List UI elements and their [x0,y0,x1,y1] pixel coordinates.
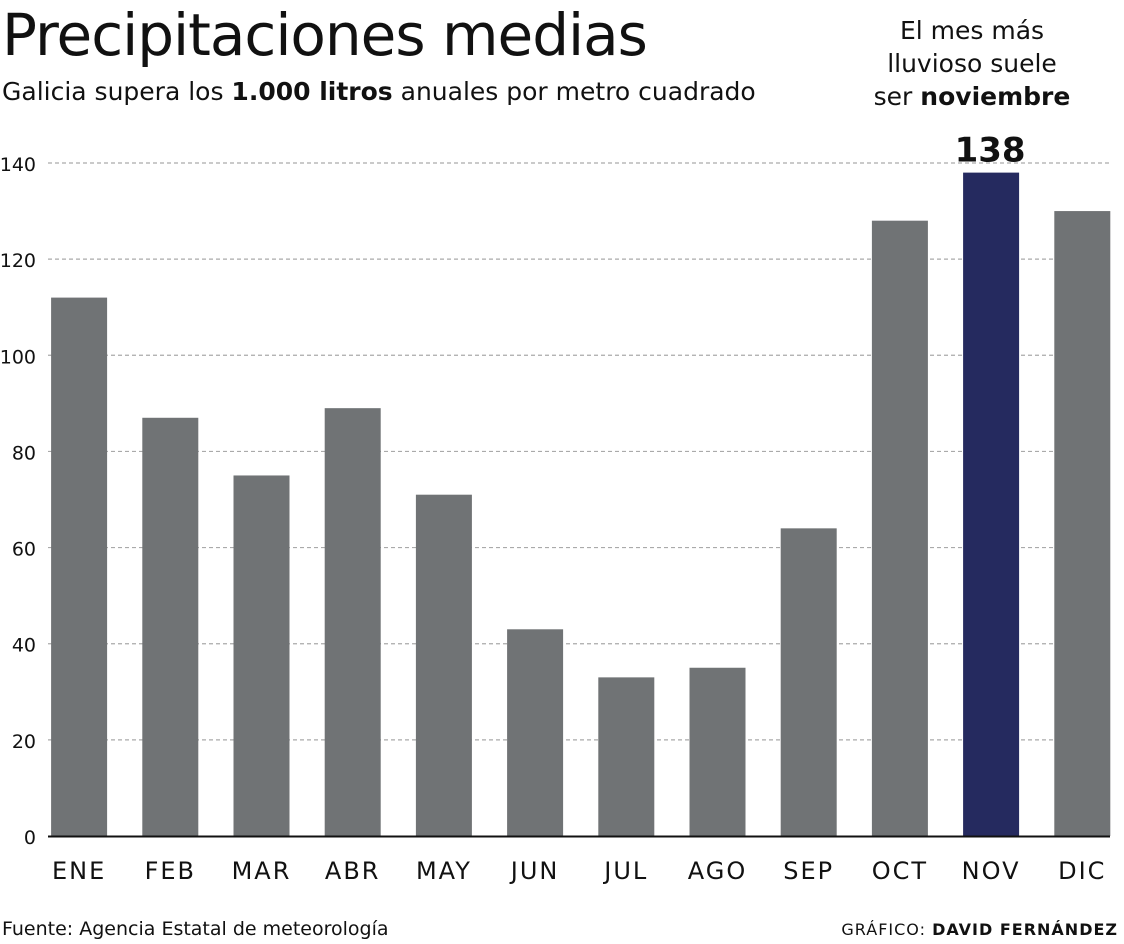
bar-feb [142,417,199,836]
y-tick-label: 0 [24,827,36,849]
source-note: Fuente: Agencia Estatal de meteorología [2,918,389,940]
subtitle-before: Galicia supera los [2,77,232,106]
y-tick-label: 40 [12,635,36,657]
x-axis-labels: ENE FEB MAR ABR MAY JUN JUL AGO SEP OCT NOV DIC [52,857,1106,885]
y-tick-label: 140 [0,154,36,176]
grid-lines [48,162,1110,741]
bar-ago [689,667,746,836]
bar-dic [1054,211,1111,837]
annotation-line-3-bold: noviembre [920,82,1071,111]
x-tick-label: MAY [416,857,472,885]
highlight-value-label: 138 [955,131,1026,171]
x-tick-label: AGO [688,857,747,885]
x-tick-label: DIC [1058,857,1106,885]
subtitle-bold: 1.000 litros [231,77,393,106]
bar-jun [507,629,564,836]
credit-note: GRÁFICO: DAVID FERNÁNDEZ [841,919,1118,941]
annotation-line-3-prefix: ser [873,82,921,111]
x-tick-label: JUL [602,857,648,885]
bars [51,172,1111,837]
bar-sep [780,528,837,836]
bar-mar [233,475,290,836]
chart-title: Precipitaciones medias [2,1,648,69]
credit-prefix: GRÁFICO: [841,920,933,939]
data-labels: 138 [955,131,1026,171]
credit-name: DAVID FERNÁNDEZ [932,920,1118,939]
subtitle-after: anuales por metro cuadrado [392,77,756,106]
y-tick-label: 60 [12,539,36,561]
y-tick-label: 20 [12,731,36,753]
y-tick-label: 80 [12,442,36,464]
x-tick-label: NOV [962,857,1021,885]
x-tick-label: ABR [325,857,381,885]
x-tick-label: FEB [145,857,196,885]
bar-abr [324,408,381,836]
x-tick-label: SEP [783,857,834,885]
y-tick-label: 120 [0,250,36,272]
highlight-annotation: El mes más lluvioso suele ser noviembre [862,14,1082,113]
x-tick-label: MAR [232,857,292,885]
bar-chart: 0 20 40 60 80 100 120 140 ENE FEB MAR ABR MAY JUN JUL… [0,131,1111,885]
y-axis-ticks: 0 20 40 60 80 100 120 140 [0,154,36,849]
chart-subtitle: Galicia supera los 1.000 litros anuales … [2,76,756,108]
x-tick-label: OCT [872,857,928,885]
y-tick-label: 100 [0,346,36,368]
annotation-line-1: El mes más [899,16,1045,45]
bar-ene [51,297,108,837]
bar-jul [598,677,655,836]
x-tick-label: JUN [509,857,560,885]
x-tick-label: ENE [52,857,106,885]
bar-may [415,494,472,836]
annotation-line-3: ser noviembre [862,80,1082,113]
bar-oct [871,220,928,836]
annotation-line-2: lluvioso suele [887,49,1057,78]
bar-nov [963,172,1020,837]
